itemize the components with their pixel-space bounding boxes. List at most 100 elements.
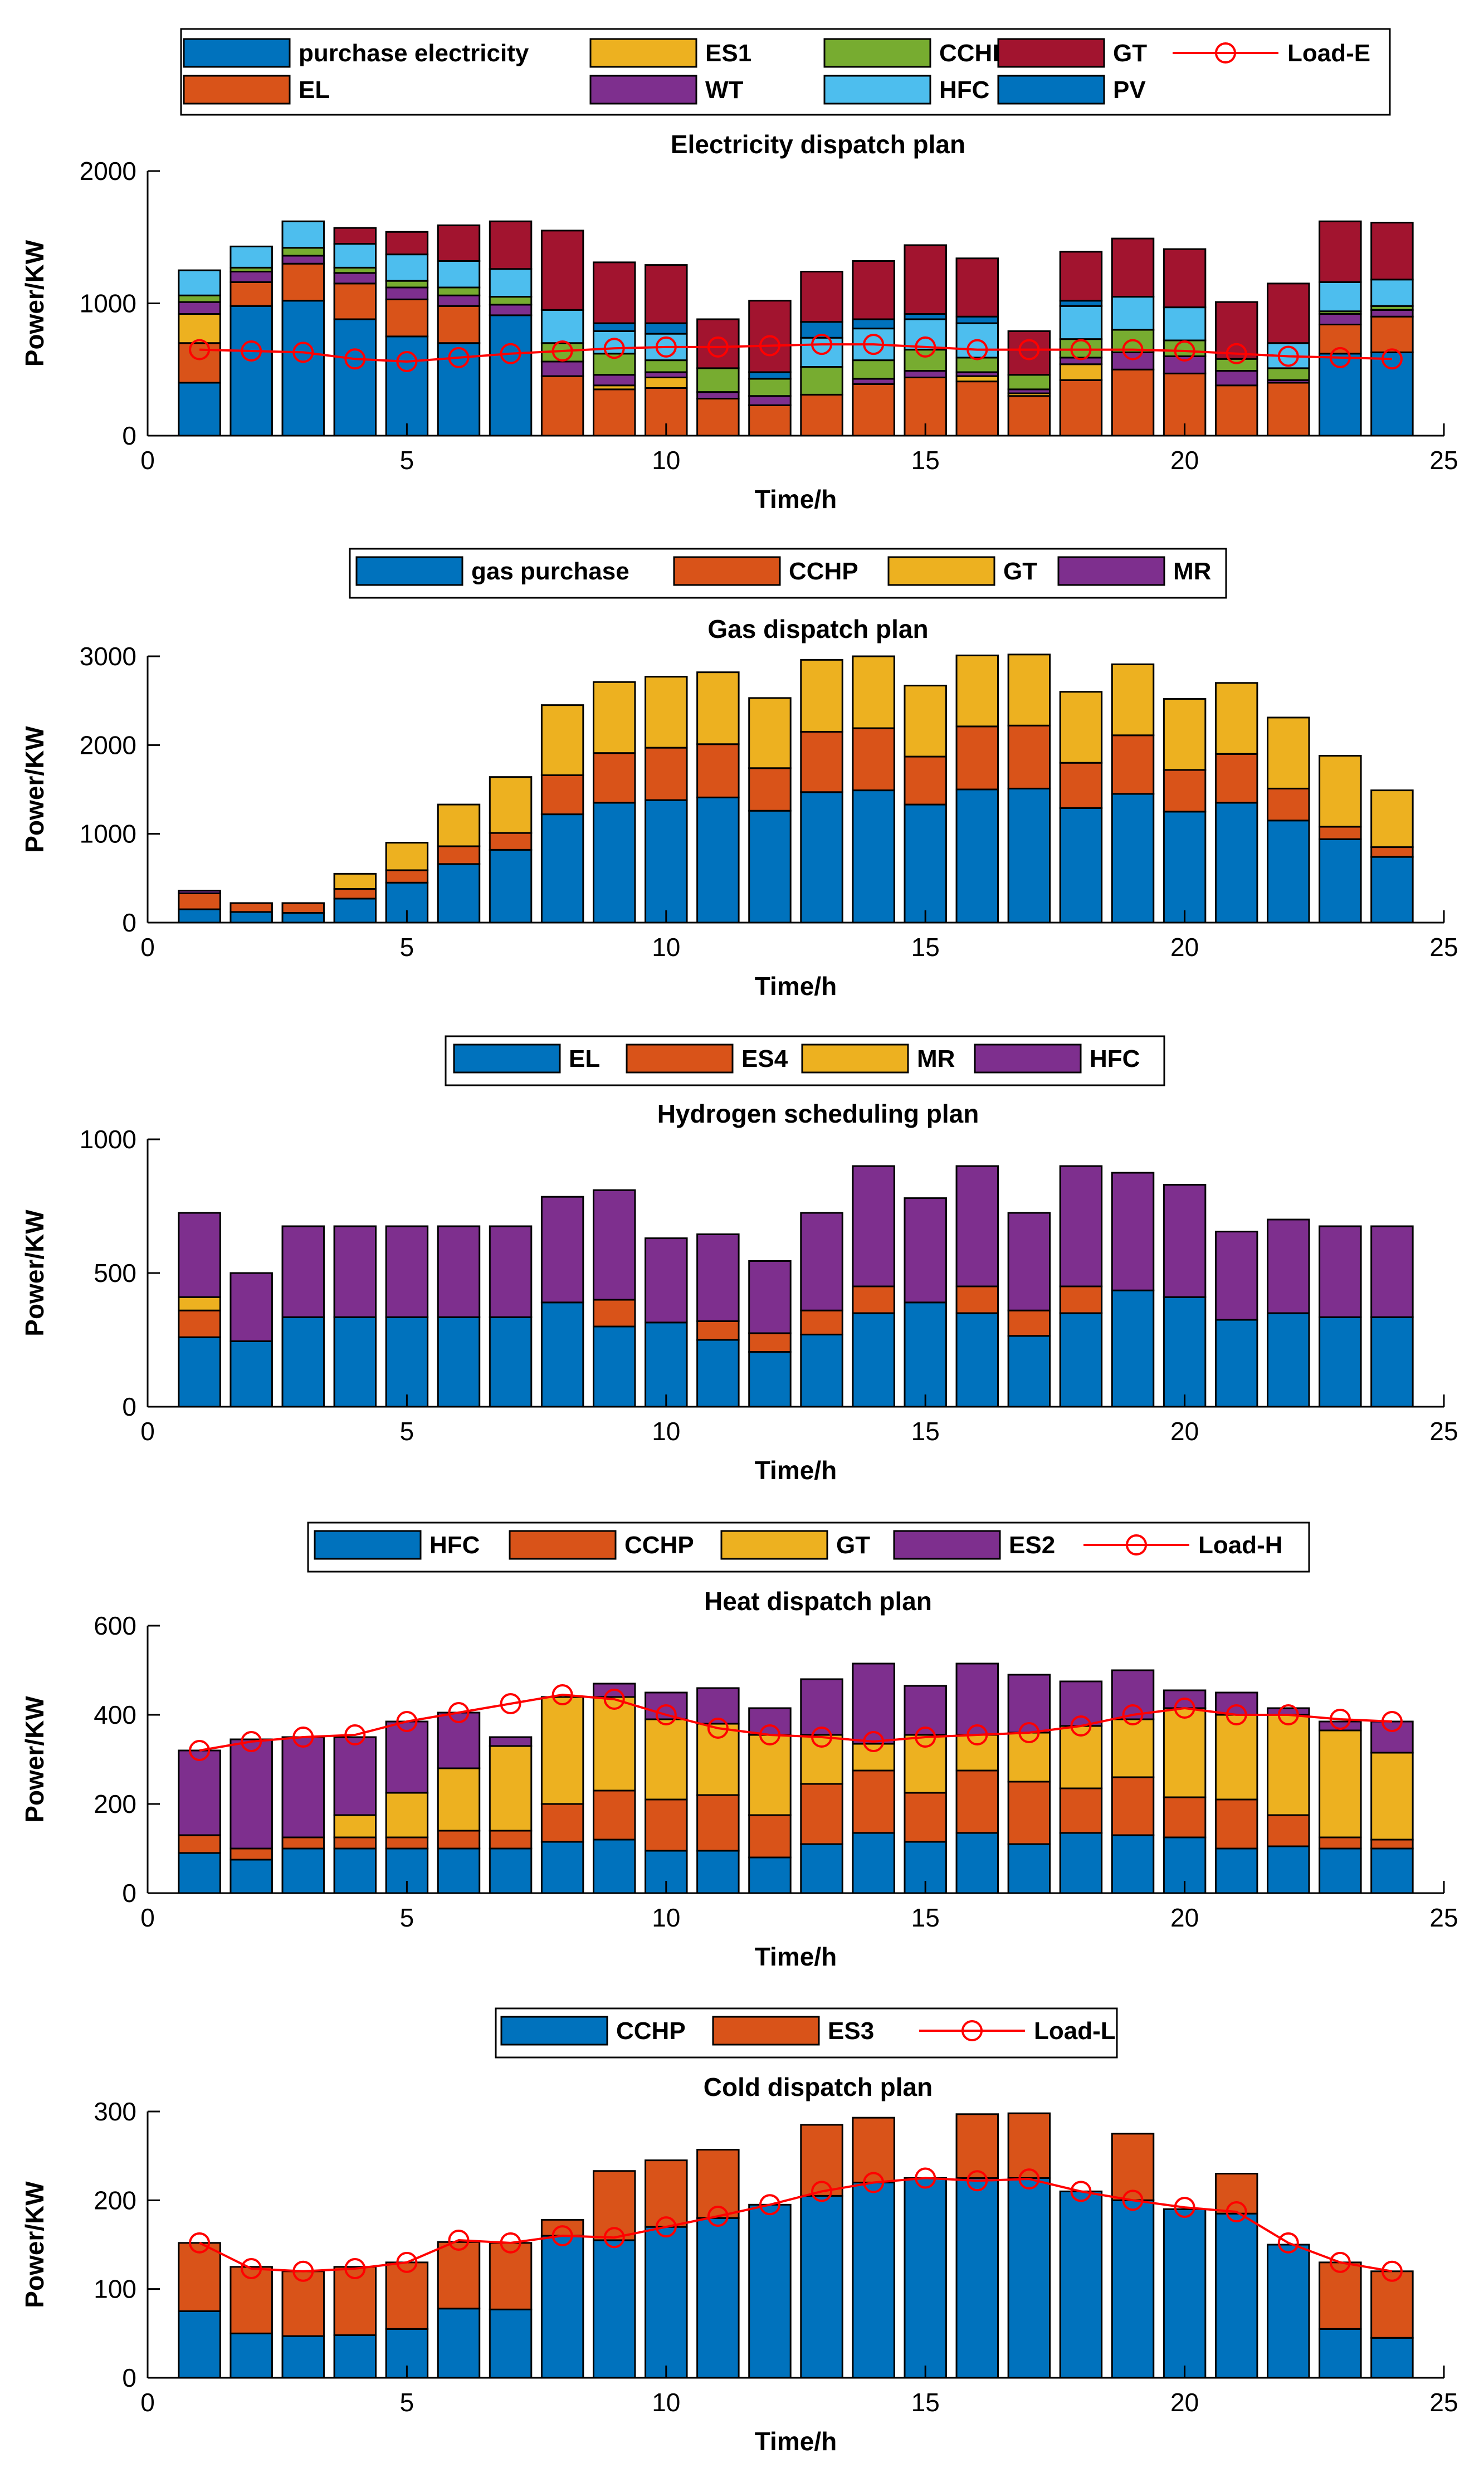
bar-hfc-h11 <box>696 1850 740 1894</box>
bar-cchp-h15 <box>904 755 947 806</box>
bar-cchp-h11 <box>696 2217 740 2379</box>
bar-hfc-h16 <box>955 1165 999 1288</box>
legend-swatch <box>823 38 931 68</box>
bar-hfc-h20 <box>1163 1184 1207 1298</box>
y-tick-label: 3000 <box>80 642 136 671</box>
point-load-h-h16 <box>966 1724 988 1745</box>
bar-gas-purchase-h2 <box>230 911 273 924</box>
bar-el-h10 <box>645 1321 688 1408</box>
bar-gt-h7 <box>489 776 533 834</box>
bar-cchp-h1 <box>178 1834 221 1854</box>
point-load-h-h17 <box>1018 1722 1040 1743</box>
bar-el-h11 <box>696 1339 740 1408</box>
point-load-l-h14 <box>863 2172 885 2193</box>
bar-cchp-h6 <box>437 845 481 865</box>
chart-title: Cold dispatch plan <box>704 2072 933 2101</box>
bar-hfc-h12 <box>748 1856 792 1894</box>
bar-cchp-h10 <box>645 2226 688 2379</box>
bar-hfc-h8 <box>540 1196 584 1304</box>
bar-cchp-h4 <box>333 1836 377 1850</box>
bar-cchp-h19 <box>1111 1776 1155 1836</box>
point-load-l-h12 <box>759 2194 780 2216</box>
bar-gt-h14 <box>852 260 895 320</box>
bar-gt-h8 <box>540 704 584 777</box>
bar-hfc-h17 <box>1007 1843 1051 1894</box>
x-tick-label: 25 <box>1429 1417 1458 1446</box>
bar-gt-h13 <box>800 1734 843 1785</box>
legend-label: GT <box>836 1532 870 1559</box>
legend-marker <box>1126 1534 1147 1555</box>
bar-hfc-h3 <box>281 1225 325 1318</box>
point-load-l-h3 <box>292 2260 314 2282</box>
legend-label: CCHP <box>789 558 858 585</box>
bar-cchp-h18 <box>1059 2190 1103 2379</box>
bar-cchp-h7 <box>489 296 533 306</box>
bar-cchp-h10 <box>645 359 688 373</box>
bar-el-h12 <box>748 404 792 437</box>
legend-marker <box>961 2020 983 2041</box>
chart-title: Gas dispatch plan <box>707 615 928 643</box>
bar-purchase-electricity-h4 <box>333 318 377 437</box>
bar-cchp-h7 <box>489 2308 533 2379</box>
y-tick-label: 0 <box>122 1879 136 1908</box>
bar-el-h11 <box>696 398 740 437</box>
bar-gas-purchase-h13 <box>800 791 843 924</box>
bar-el-h3 <box>281 262 325 302</box>
bar-gt-h8 <box>540 1696 584 1805</box>
x-axis-label: Time/h <box>755 1456 837 1485</box>
bar-el-h14 <box>852 383 895 437</box>
legend-swatch <box>589 75 697 105</box>
bar-cchp-h19 <box>1111 2199 1155 2379</box>
bar-hfc-h19 <box>1111 1834 1155 1894</box>
bar-el-h22 <box>1267 1312 1310 1408</box>
bar-cchp-h16 <box>955 725 999 791</box>
x-tick-label: 15 <box>911 446 940 475</box>
bar-hfc-h5 <box>385 1225 429 1318</box>
legend-marker <box>1215 42 1236 64</box>
bar-es3-h11 <box>696 2149 740 2219</box>
bar-cchp-h22 <box>1267 1814 1310 1847</box>
bar-gt-h23 <box>1319 754 1362 828</box>
bar-el-h9 <box>592 388 636 437</box>
y-tick-label: 1000 <box>80 820 136 848</box>
y-axis-label: Power/KW <box>20 2181 49 2308</box>
point-load-h-h2 <box>241 1731 262 1752</box>
bar-cchp-h19 <box>1111 734 1155 795</box>
point-load-h-h10 <box>655 1704 677 1725</box>
point-load-e-h13 <box>811 334 833 355</box>
point-load-e-h18 <box>1070 339 1092 360</box>
bar-es2-h1 <box>178 1749 221 1836</box>
bar-el-h24 <box>1370 1316 1414 1408</box>
bar-es1-h1 <box>178 313 221 344</box>
bar-hfc-h9 <box>592 1189 636 1301</box>
bar-pv-h12 <box>748 371 792 380</box>
y-tick-label: 0 <box>122 2363 136 2392</box>
bar-gt-h22 <box>1267 1714 1310 1816</box>
bar-gt-h24 <box>1370 222 1414 281</box>
bar-gas-purchase-h1 <box>178 908 221 924</box>
bar-gt-h7 <box>489 220 533 270</box>
x-tick-label: 20 <box>1170 1903 1199 1932</box>
bar-gas-purchase-h11 <box>696 796 740 924</box>
bar-wt-h9 <box>592 374 636 387</box>
bar-cchp-h8 <box>540 774 584 816</box>
bar-el-h20 <box>1163 1296 1207 1408</box>
bar-gas-purchase-h14 <box>852 789 895 924</box>
point-load-l-h23 <box>1329 2251 1351 2273</box>
legend-label: CCHP <box>616 2017 686 2045</box>
point-load-e-h16 <box>966 339 988 360</box>
bar-wt-h20 <box>1163 355 1207 374</box>
bar-es4-h16 <box>955 1285 999 1314</box>
legend-label: MR <box>917 1045 955 1072</box>
point-load-h-h4 <box>344 1724 366 1745</box>
legend-swatch <box>712 2016 820 2046</box>
point-load-h-h19 <box>1122 1704 1144 1725</box>
bar-es2-h4 <box>333 1736 377 1816</box>
bar-purchase-electricity-h2 <box>230 305 273 437</box>
bar-cchp-h3 <box>281 2335 325 2379</box>
bar-hfc-h11 <box>696 1233 740 1322</box>
legend-label: EL <box>299 76 330 104</box>
bar-cchp-h24 <box>1370 2337 1414 2379</box>
x-tick-label: 5 <box>400 933 414 962</box>
x-axis-label: Time/h <box>755 1942 837 1971</box>
